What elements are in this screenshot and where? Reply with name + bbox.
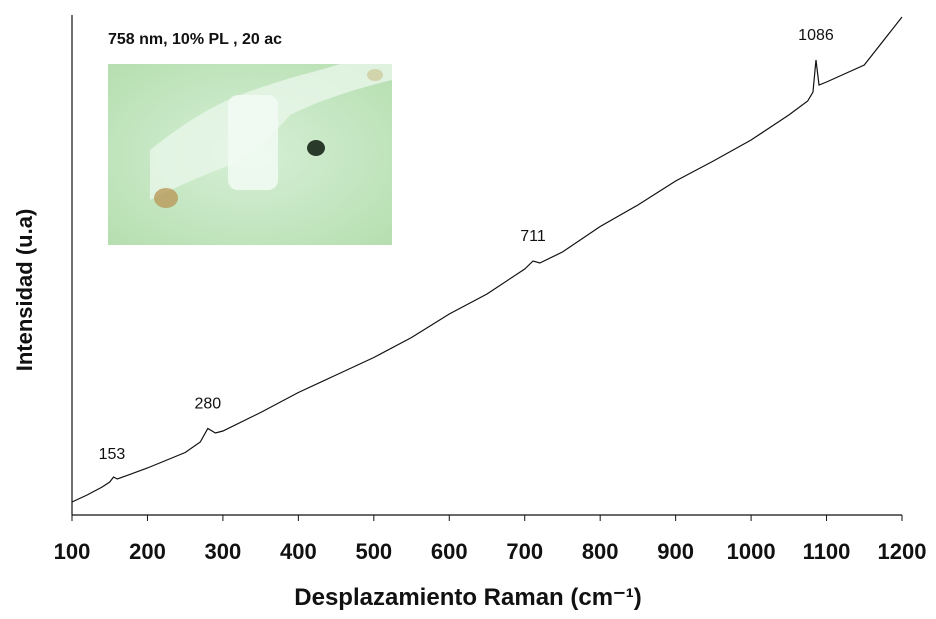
peak-label: 1086: [798, 27, 834, 44]
x-tick-label: 700: [506, 539, 543, 564]
inset-photo: [108, 64, 392, 245]
x-tick-label: 1200: [878, 539, 927, 564]
x-tick-label: 100: [54, 539, 91, 564]
x-tick-label: 600: [431, 539, 468, 564]
y-axis-label: Intensidad (u.a): [12, 209, 37, 372]
chart-title: 758 nm, 10% PL , 20 ac: [108, 31, 282, 48]
x-tick-label: 200: [129, 539, 166, 564]
spectrum-line: [71, 16, 903, 503]
x-tick-label: 500: [355, 539, 392, 564]
x-axis-label: Desplazamiento Raman (cm⁻¹): [294, 584, 641, 611]
x-tick-label: 400: [280, 539, 317, 564]
peak-label: 153: [99, 446, 126, 463]
x-tick-label: 1000: [727, 539, 776, 564]
x-tick-label: 1100: [803, 539, 851, 564]
peak-label: 711: [520, 228, 546, 245]
x-tick-label: 300: [205, 539, 242, 564]
x-tick-label: 800: [582, 539, 619, 564]
peak-label: 280: [194, 396, 221, 413]
x-tick-label: 900: [657, 539, 694, 564]
